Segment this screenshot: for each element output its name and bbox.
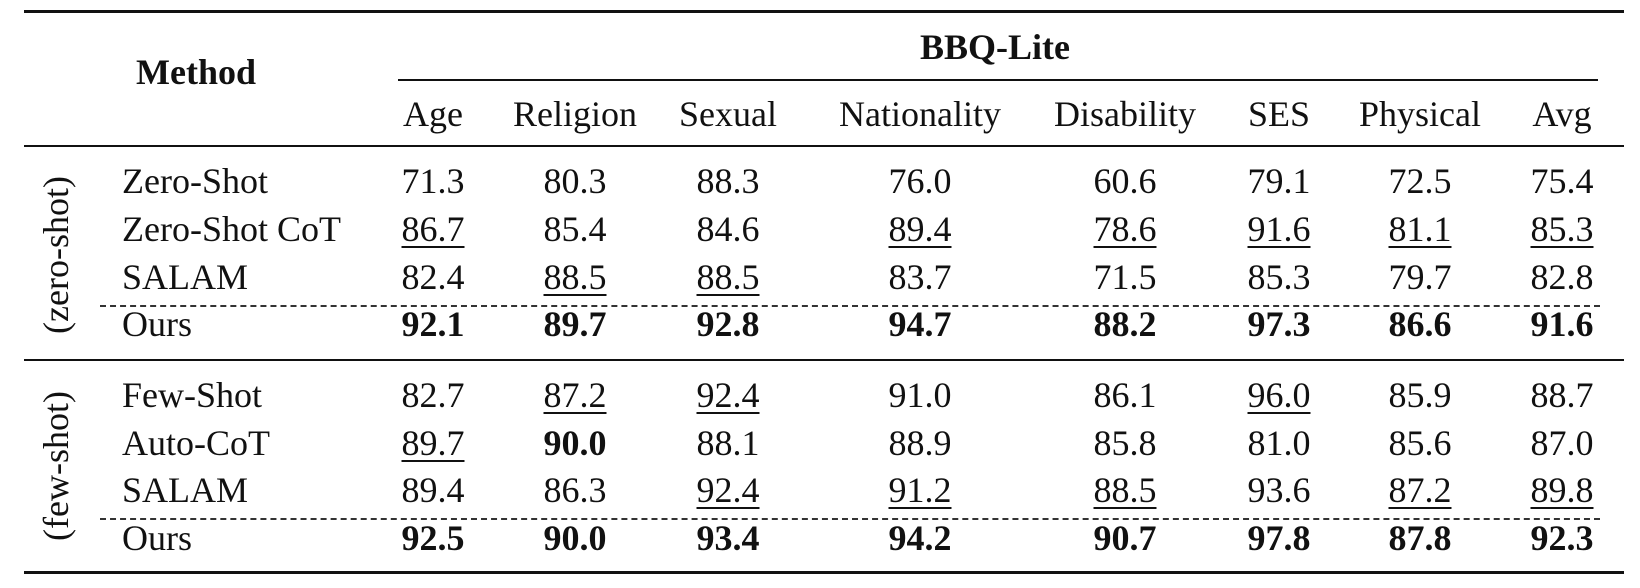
section-separator-rule [24, 359, 1624, 361]
table-cell: 85.8 [1093, 423, 1157, 463]
table-cell: 92.4 [696, 375, 760, 415]
table-cell: 92.4 [696, 470, 760, 510]
table-cell: 91.6 [1247, 209, 1311, 249]
table-cell: 90.0 [543, 423, 607, 463]
table-cell: 93.4 [696, 518, 760, 558]
table-cell: 82.4 [401, 257, 465, 297]
table-cell: 85.9 [1388, 375, 1452, 415]
column-header-ses: SES [1247, 94, 1311, 134]
table-cell: 90.0 [543, 518, 607, 558]
table-cell: 88.2 [1093, 304, 1157, 344]
bbq-lite-header: BBQ-Lite [920, 27, 1070, 67]
section-label-few-shot: (few-shot) [36, 391, 76, 541]
section-label-zero-shot: (zero-shot) [36, 176, 76, 334]
table-cell: 92.5 [401, 518, 465, 558]
top-rule [24, 10, 1624, 13]
table-cell: 76.0 [888, 161, 952, 201]
table-cell: 86.6 [1388, 304, 1452, 344]
table-cell: 86.1 [1093, 375, 1157, 415]
method-name: Few-Shot [122, 375, 263, 415]
table-cell: 88.5 [543, 257, 607, 297]
table-cell: 86.7 [401, 209, 465, 249]
table-cell: 79.7 [1388, 257, 1452, 297]
table-cell: 94.7 [888, 304, 952, 344]
method-name: Ours [122, 304, 192, 344]
table-cell: 85.6 [1388, 423, 1452, 463]
table-cell: 78.6 [1093, 209, 1157, 249]
column-header-disability: Disability [1054, 94, 1196, 134]
table-cell: 60.6 [1093, 161, 1157, 201]
table-cell: 83.7 [888, 257, 952, 297]
table-cell: 94.2 [888, 518, 952, 558]
table-cell: 91.6 [1530, 304, 1594, 344]
method-name: Auto-CoT [122, 423, 270, 463]
table-cell: 89.7 [543, 304, 607, 344]
table-cell: 93.6 [1247, 470, 1311, 510]
table-cell: 88.3 [696, 161, 760, 201]
column-header-religion: Religion [513, 94, 637, 134]
table-cell: 87.2 [1388, 470, 1452, 510]
column-header-avg: Avg [1532, 94, 1592, 134]
table-cell: 71.3 [401, 161, 465, 201]
table-cell: 88.7 [1530, 375, 1594, 415]
zero-shot-dashed-separator [100, 305, 1600, 307]
table-cell: 75.4 [1530, 161, 1594, 201]
table-cell: 88.5 [1093, 470, 1157, 510]
table-cell: 89.4 [401, 470, 465, 510]
table-cell: 82.7 [401, 375, 465, 415]
table-cell: 87.0 [1530, 423, 1594, 463]
table-cell: 89.8 [1530, 470, 1594, 510]
table-cell: 80.3 [543, 161, 607, 201]
table-cell: 81.1 [1388, 209, 1452, 249]
table-cell: 88.5 [696, 257, 760, 297]
column-header-physical: Physical [1359, 94, 1481, 134]
table-cell: 97.8 [1247, 518, 1311, 558]
table-cell: 85.3 [1530, 209, 1594, 249]
method-name: SALAM [122, 257, 249, 297]
table-cell: 81.0 [1247, 423, 1311, 463]
method-name: Zero-Shot CoT [122, 209, 341, 249]
table-cell: 91.2 [888, 470, 952, 510]
header-bottom-rule [24, 145, 1624, 147]
group-underline-rule [398, 79, 1598, 81]
table-cell: 87.8 [1388, 518, 1452, 558]
table-cell: 90.7 [1093, 518, 1157, 558]
table-cell: 85.3 [1247, 257, 1311, 297]
table-cell: 86.3 [543, 470, 607, 510]
table-cell: 87.2 [543, 375, 607, 415]
table-cell: 82.8 [1530, 257, 1594, 297]
table-cell: 92.3 [1530, 518, 1594, 558]
method-name: Zero-Shot [122, 161, 268, 201]
method-header: Method [136, 52, 256, 92]
table-cell: 88.9 [888, 423, 952, 463]
table-cell: 84.6 [696, 209, 760, 249]
table-cell: 97.3 [1247, 304, 1311, 344]
method-name: SALAM [122, 470, 249, 510]
table-cell: 71.5 [1093, 257, 1157, 297]
method-name: Ours [122, 518, 192, 558]
table-cell: 91.0 [888, 375, 952, 415]
table-cell: 85.4 [543, 209, 607, 249]
table-cell: 89.4 [888, 209, 952, 249]
few-shot-dashed-separator [100, 518, 1600, 520]
column-header-age: Age [403, 94, 463, 134]
column-header-nationality: Nationality [839, 94, 1001, 134]
table-cell: 79.1 [1247, 161, 1311, 201]
table-cell: 89.7 [401, 423, 465, 463]
column-header-sexual: Sexual [679, 94, 777, 134]
table-cell: 72.5 [1388, 161, 1452, 201]
table-cell: 92.8 [696, 304, 760, 344]
table-cell: 88.1 [696, 423, 760, 463]
bottom-rule [24, 571, 1624, 574]
table-cell: 96.0 [1247, 375, 1311, 415]
table-cell: 92.1 [401, 304, 465, 344]
